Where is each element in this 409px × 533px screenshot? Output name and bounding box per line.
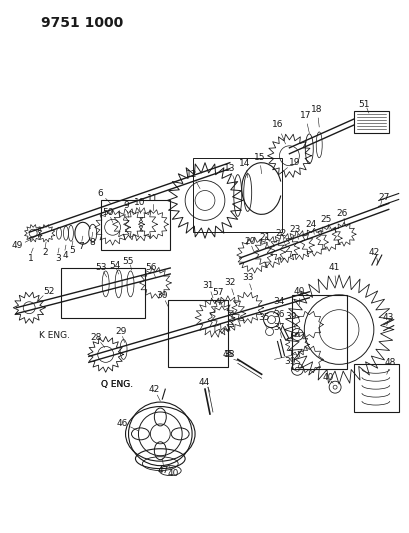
- Text: 46: 46: [117, 419, 128, 429]
- Text: 13: 13: [224, 164, 235, 173]
- Text: 1: 1: [28, 254, 34, 263]
- Text: 52: 52: [43, 287, 55, 296]
- Bar: [61, 268, 145, 318]
- Text: 20: 20: [243, 237, 255, 246]
- Text: 55: 55: [122, 256, 134, 265]
- Text: 4: 4: [62, 251, 67, 260]
- Text: 6: 6: [98, 189, 103, 198]
- Bar: [101, 200, 170, 250]
- Text: 19: 19: [288, 158, 299, 167]
- Text: 5: 5: [69, 246, 74, 255]
- Bar: [193, 158, 282, 232]
- Text: 25: 25: [320, 215, 331, 224]
- Text: 45: 45: [222, 350, 233, 359]
- Text: 43: 43: [382, 313, 393, 322]
- Text: K ENG.: K ENG.: [39, 331, 70, 340]
- Text: 9751 1000: 9751 1000: [41, 15, 123, 30]
- Text: 44: 44: [198, 378, 209, 387]
- Text: 11: 11: [146, 194, 158, 203]
- Text: 40: 40: [293, 287, 304, 296]
- Text: 37: 37: [273, 323, 285, 332]
- Text: 22: 22: [275, 229, 286, 238]
- Text: 14: 14: [238, 159, 250, 168]
- Text: 54: 54: [109, 261, 120, 270]
- Text: 40: 40: [322, 373, 333, 382]
- Text: 42: 42: [367, 248, 379, 256]
- Bar: [168, 300, 227, 367]
- Text: 33: 33: [241, 273, 253, 282]
- Text: 28: 28: [90, 333, 101, 342]
- Text: 29: 29: [115, 327, 126, 336]
- Text: 23: 23: [289, 225, 300, 234]
- Text: 15: 15: [253, 154, 265, 162]
- Text: 16: 16: [271, 120, 283, 130]
- Text: 9: 9: [124, 201, 129, 210]
- Text: 17: 17: [299, 110, 310, 119]
- Text: 32: 32: [224, 278, 235, 287]
- Text: 7: 7: [78, 241, 83, 251]
- Bar: [292, 295, 346, 369]
- Text: 42: 42: [148, 385, 160, 394]
- Text: 10: 10: [133, 198, 145, 207]
- Text: 38: 38: [222, 350, 234, 359]
- Text: 57: 57: [211, 288, 223, 297]
- Text: 40: 40: [167, 469, 178, 478]
- Text: Q ENG.: Q ENG.: [101, 379, 133, 389]
- Text: 47: 47: [157, 466, 169, 475]
- Text: 2: 2: [42, 248, 48, 256]
- Text: 48: 48: [384, 358, 396, 367]
- Text: 8: 8: [89, 238, 94, 247]
- Text: 51: 51: [357, 100, 369, 109]
- Text: 12: 12: [186, 170, 197, 179]
- Text: 35: 35: [257, 313, 269, 322]
- Text: 53: 53: [95, 263, 106, 272]
- Text: 39: 39: [285, 312, 297, 321]
- Text: 56: 56: [145, 263, 157, 272]
- Text: 41: 41: [328, 263, 339, 272]
- Bar: [353, 111, 388, 133]
- Text: 21: 21: [258, 233, 270, 241]
- Text: Q ENG.: Q ENG.: [101, 379, 133, 389]
- Text: 18: 18: [310, 104, 321, 114]
- Bar: [353, 365, 398, 412]
- Text: 24: 24: [305, 220, 316, 229]
- Text: 50: 50: [102, 208, 113, 217]
- Text: 3: 3: [55, 254, 61, 263]
- Text: 36: 36: [273, 310, 285, 319]
- Text: 27: 27: [377, 193, 389, 202]
- Text: 49: 49: [11, 240, 23, 249]
- Text: 26: 26: [335, 209, 347, 218]
- Text: 34: 34: [272, 297, 283, 306]
- Text: 30: 30: [156, 292, 168, 300]
- Text: 39: 39: [284, 357, 295, 366]
- Text: 31: 31: [202, 281, 213, 290]
